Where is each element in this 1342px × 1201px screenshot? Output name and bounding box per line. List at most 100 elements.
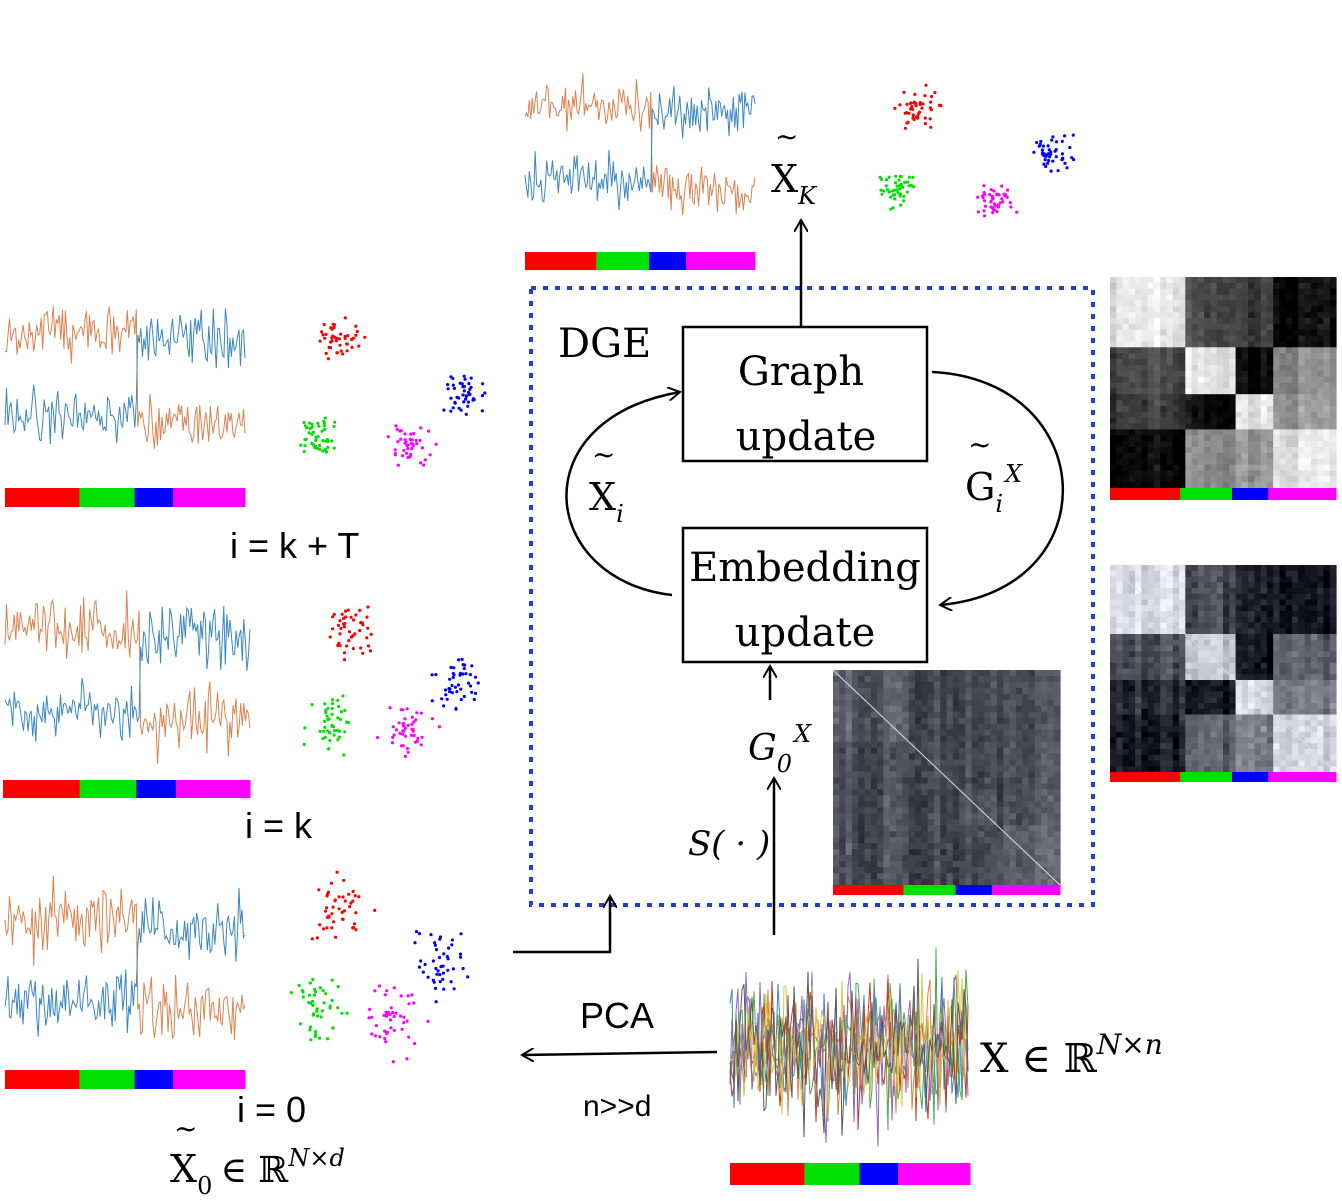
matrix-cell bbox=[1028, 711, 1036, 719]
matrix-cell bbox=[1235, 370, 1243, 378]
matrix-cell bbox=[1204, 582, 1212, 589]
matrix-cell bbox=[1279, 470, 1287, 477]
matrix-cell bbox=[1153, 447, 1161, 454]
matrix-cell bbox=[1279, 482, 1287, 489]
matrix-cell bbox=[1292, 605, 1299, 612]
matrix-cell bbox=[877, 807, 884, 814]
matrix-cell bbox=[1047, 855, 1055, 862]
matrix-cell bbox=[1266, 341, 1274, 348]
matrix-cell bbox=[889, 867, 897, 874]
matrix-cell bbox=[1003, 723, 1011, 731]
matrix-cell bbox=[1135, 639, 1142, 647]
matrix-cell bbox=[1022, 753, 1030, 761]
matrix-cell bbox=[1285, 353, 1293, 360]
matrix-cell bbox=[1141, 277, 1149, 284]
scatter-point bbox=[401, 732, 405, 736]
matrix-cell bbox=[952, 735, 960, 743]
matrix-cell bbox=[1279, 359, 1287, 366]
matrix-cell bbox=[1273, 639, 1281, 647]
matrix-cell bbox=[1204, 441, 1212, 448]
matrix-cell bbox=[1041, 849, 1048, 856]
matrix-cell bbox=[1153, 359, 1161, 366]
scatter-point bbox=[434, 442, 438, 446]
matrix-cell bbox=[978, 741, 985, 749]
matrix-cell bbox=[1329, 323, 1337, 331]
matrix-cell bbox=[1147, 657, 1155, 664]
matrix-cell bbox=[1273, 370, 1281, 378]
matrix-cell bbox=[1172, 685, 1180, 693]
matrix-cell bbox=[1310, 708, 1318, 716]
matrix-cell bbox=[1128, 417, 1136, 425]
matrix-cell bbox=[1197, 651, 1205, 658]
matrix-cell bbox=[1128, 639, 1136, 647]
matrix-cell bbox=[1191, 452, 1199, 460]
matrix-cell bbox=[1160, 353, 1168, 360]
matrix-cell bbox=[1216, 347, 1224, 354]
matrix-cell bbox=[1185, 743, 1193, 750]
matrix-cell bbox=[1292, 423, 1299, 430]
matrix-cell bbox=[858, 687, 866, 695]
matrix-cell bbox=[1223, 570, 1230, 578]
matrix-cell bbox=[1122, 616, 1130, 624]
matrix-cell bbox=[952, 807, 960, 814]
matrix-cell bbox=[1304, 726, 1312, 733]
matrix-cell bbox=[1248, 720, 1255, 727]
matrix-cell bbox=[1223, 749, 1230, 756]
scatter-point bbox=[327, 747, 331, 751]
matrix-cell bbox=[952, 693, 960, 701]
matrix-cell bbox=[1110, 388, 1117, 395]
scatter-point bbox=[365, 636, 369, 640]
matrix-cell bbox=[933, 681, 941, 689]
matrix-cell bbox=[1241, 382, 1249, 389]
matrix-cell bbox=[1223, 697, 1230, 704]
matrix-cell bbox=[1329, 714, 1337, 721]
scatter-point bbox=[438, 973, 442, 977]
matrix-cell bbox=[959, 693, 966, 701]
matrix-cell bbox=[1273, 662, 1281, 670]
matrix-cell bbox=[1179, 708, 1186, 716]
matrix-cell bbox=[1116, 376, 1124, 384]
matrix-cell bbox=[1279, 766, 1287, 773]
matrix-cell bbox=[883, 699, 891, 707]
matrix-cell bbox=[927, 699, 935, 707]
matrix-cell bbox=[1141, 680, 1149, 687]
matrix-cell bbox=[1285, 570, 1293, 578]
matrix-cell bbox=[1135, 737, 1142, 744]
matrix-cell bbox=[1248, 382, 1255, 389]
matrix-cell bbox=[1135, 341, 1142, 348]
matrix-cell bbox=[1135, 749, 1142, 756]
scatter-point bbox=[347, 892, 351, 896]
scatter-point bbox=[311, 430, 315, 434]
scatter-point bbox=[331, 701, 335, 706]
matrix-cell bbox=[1210, 470, 1218, 477]
matrix-cell bbox=[940, 807, 948, 814]
matrix-cell bbox=[870, 711, 878, 719]
matrix-cell bbox=[971, 843, 979, 850]
matrix-cell bbox=[1197, 312, 1205, 319]
matrix-cell bbox=[1166, 329, 1174, 337]
scatter-point bbox=[480, 409, 484, 413]
scatter-point bbox=[899, 174, 903, 178]
matrix-cell bbox=[1116, 347, 1124, 354]
matrix-cell bbox=[1304, 282, 1312, 290]
matrix-cell bbox=[833, 717, 840, 725]
series-line bbox=[4, 305, 246, 449]
matrix-cell bbox=[1197, 628, 1205, 635]
scatter-point bbox=[322, 927, 326, 931]
matrix-cell bbox=[1116, 766, 1124, 773]
matrix-cell bbox=[1116, 277, 1124, 284]
matrix-cell bbox=[851, 849, 859, 856]
scatter-point bbox=[398, 1014, 403, 1018]
scatter-point bbox=[363, 335, 367, 339]
matrix-cell bbox=[1260, 760, 1268, 767]
matrix-cell bbox=[1116, 668, 1124, 675]
matrix-cell bbox=[1260, 329, 1268, 337]
matrix-cell bbox=[1122, 452, 1130, 460]
matrix-cell bbox=[1003, 801, 1011, 808]
matrix-cell bbox=[1128, 277, 1136, 284]
matrix-cell bbox=[1034, 813, 1042, 820]
matrix-cell bbox=[883, 783, 891, 791]
matrix-cell bbox=[921, 837, 929, 844]
matrix-cell bbox=[1122, 370, 1130, 378]
matrix-cell bbox=[1285, 370, 1293, 378]
